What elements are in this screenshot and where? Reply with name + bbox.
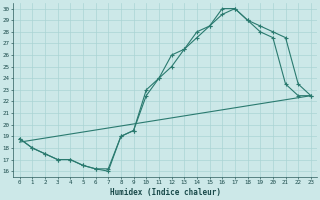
X-axis label: Humidex (Indice chaleur): Humidex (Indice chaleur) — [110, 188, 221, 197]
